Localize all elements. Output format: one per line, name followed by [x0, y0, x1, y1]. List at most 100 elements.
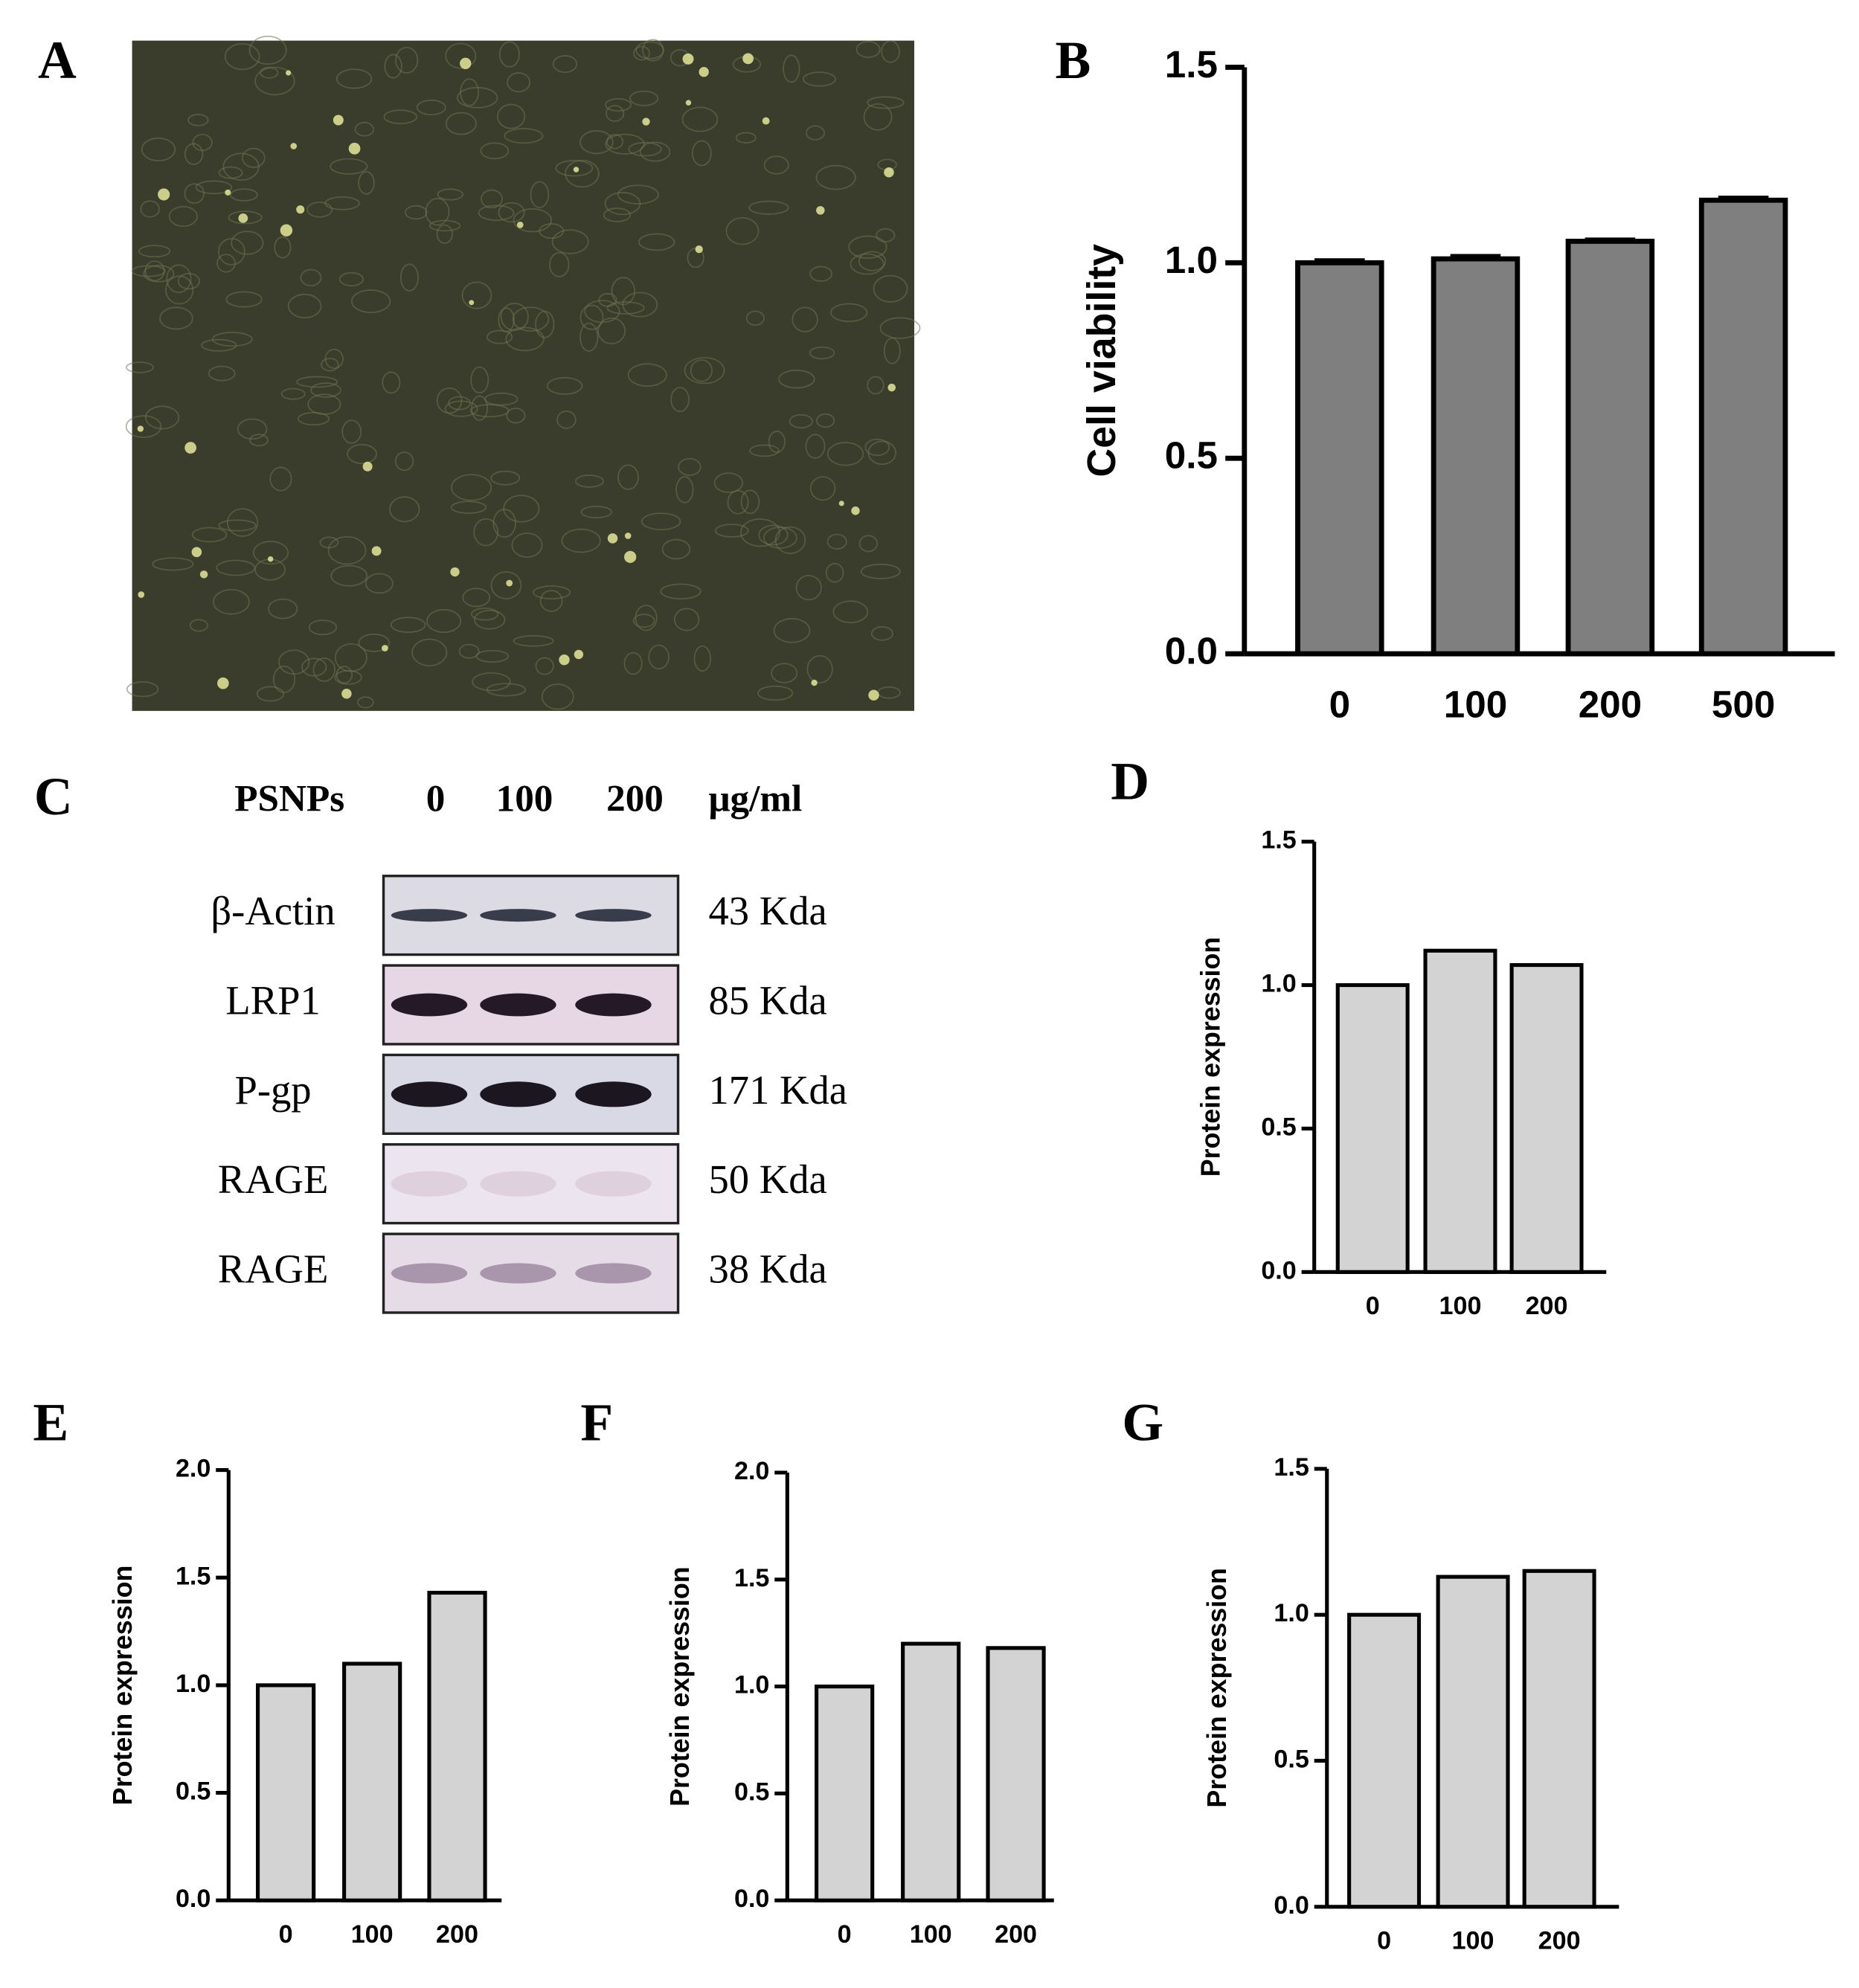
cell — [405, 205, 428, 220]
cell — [480, 142, 510, 160]
cell — [458, 643, 480, 659]
cell — [327, 535, 367, 565]
cell — [873, 274, 908, 303]
cell — [335, 68, 373, 89]
cell — [230, 188, 258, 202]
bright-cell — [624, 533, 632, 539]
cell — [826, 442, 864, 466]
bright-cell — [695, 245, 703, 254]
y-axis-label: Cell viability — [1079, 244, 1124, 477]
cell — [552, 55, 578, 74]
cell — [384, 54, 402, 79]
blot-strip — [382, 1143, 680, 1225]
cell — [490, 571, 522, 599]
cell — [383, 109, 418, 124]
cell — [629, 90, 659, 106]
bright-cell — [348, 142, 361, 155]
cell — [382, 371, 401, 394]
cell — [224, 43, 260, 71]
cell — [470, 366, 489, 394]
cell — [237, 418, 268, 440]
bright-cell — [199, 570, 208, 579]
bar — [1423, 948, 1497, 1274]
size-label: 171 Kda — [709, 1067, 848, 1113]
cell — [867, 96, 905, 109]
cell — [307, 393, 341, 415]
cell — [632, 614, 655, 628]
cell — [475, 649, 510, 663]
x-tick-label: 100 — [1439, 1292, 1482, 1320]
cell — [445, 112, 477, 135]
cell — [740, 518, 780, 547]
cell — [217, 238, 245, 266]
cell — [469, 404, 510, 418]
cell — [778, 370, 815, 389]
cell — [870, 626, 893, 641]
bar — [901, 1641, 961, 1902]
cell — [864, 438, 890, 457]
bright-cell — [158, 188, 170, 201]
cell — [436, 387, 463, 414]
cell — [159, 306, 193, 330]
cell — [556, 411, 577, 429]
cell — [428, 219, 461, 232]
bar — [255, 1683, 316, 1902]
cell — [757, 685, 794, 701]
cell — [450, 501, 487, 514]
bright-cell — [450, 567, 460, 577]
bright-cell — [682, 53, 694, 65]
cell — [216, 254, 236, 273]
bright-cell — [371, 546, 382, 556]
y-tick-label: 1.0 — [1261, 970, 1296, 998]
y-tick-label: 0.0 — [734, 1885, 769, 1913]
blot-band — [480, 1171, 556, 1197]
cell — [222, 152, 260, 181]
protein-label: P-gp — [234, 1067, 311, 1113]
y-tick-label: 0.0 — [1274, 1891, 1309, 1920]
bright-cell — [887, 383, 896, 392]
protein-label: β-Actin — [211, 888, 335, 933]
x-tick-label: 0 — [838, 1920, 852, 1949]
cell — [351, 289, 391, 314]
cell — [319, 536, 339, 549]
protein-label: RAGE — [218, 1246, 329, 1292]
size-label: 38 Kda — [709, 1246, 827, 1292]
cell — [416, 99, 446, 116]
cell — [661, 538, 691, 560]
cell — [605, 105, 625, 122]
cell — [867, 376, 884, 395]
bright-cell — [333, 115, 344, 126]
cell — [165, 275, 194, 305]
cell — [218, 519, 257, 532]
cell — [714, 524, 749, 538]
cell — [268, 598, 298, 620]
bar — [1522, 1569, 1596, 1909]
bright-cell — [685, 100, 692, 106]
cell — [832, 600, 869, 623]
cell — [860, 563, 901, 579]
bar — [1698, 197, 1788, 657]
cell — [749, 444, 780, 457]
cell — [472, 672, 511, 692]
y-axis-label: Protein expression — [108, 1566, 138, 1806]
cell — [727, 489, 749, 515]
cell — [500, 303, 529, 331]
cell — [166, 264, 192, 294]
cell — [848, 235, 887, 259]
micrograph-cells — [125, 35, 921, 710]
cell — [330, 564, 368, 587]
cell — [606, 134, 624, 149]
cell — [541, 683, 574, 710]
cell — [216, 559, 256, 576]
cell — [763, 527, 797, 549]
blot-band — [391, 1081, 468, 1107]
cell — [395, 46, 419, 74]
cell — [713, 472, 744, 493]
cell — [389, 496, 420, 523]
bright-cell — [506, 579, 513, 587]
bar — [1509, 962, 1584, 1274]
bright-cell — [290, 143, 298, 149]
bright-cell — [296, 205, 305, 214]
cell — [758, 524, 789, 546]
cell — [639, 141, 671, 162]
